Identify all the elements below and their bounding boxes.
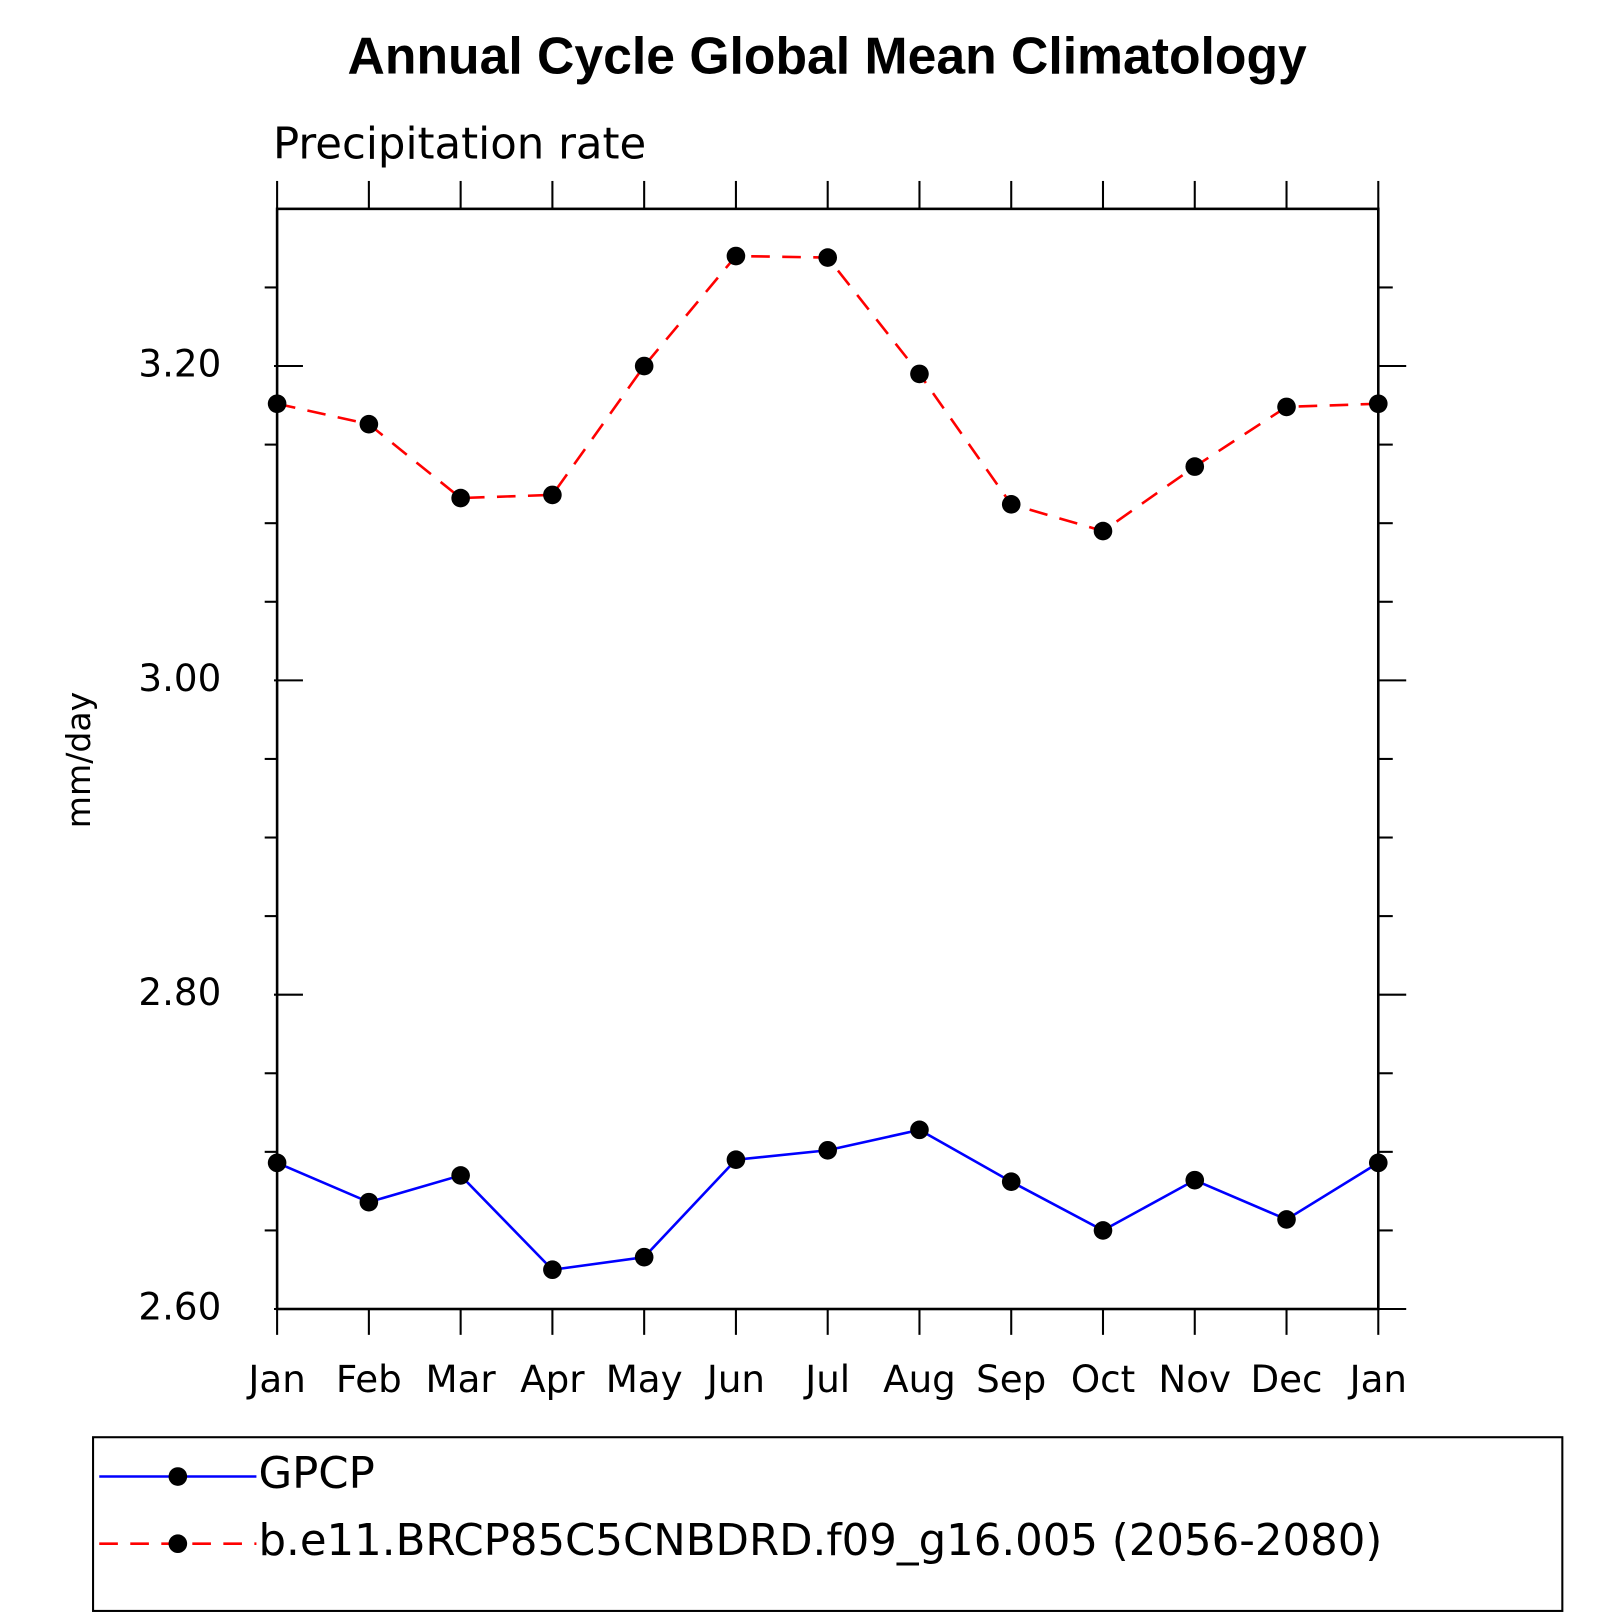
data-point bbox=[359, 414, 379, 434]
data-point bbox=[543, 485, 562, 505]
data-point bbox=[726, 246, 746, 266]
chart-title: Annual Cycle Global Mean Climatology bbox=[348, 27, 1308, 85]
data-point bbox=[359, 1192, 379, 1212]
data-point bbox=[1093, 1221, 1113, 1240]
legend-label: GPCP bbox=[258, 1449, 374, 1499]
legend-marker bbox=[168, 1534, 188, 1554]
data-point bbox=[543, 1260, 562, 1280]
x-tick-label: Nov bbox=[1158, 1357, 1231, 1401]
x-tick-label: Jan bbox=[1348, 1357, 1407, 1401]
x-tick-label: Jan bbox=[246, 1357, 305, 1401]
legend-box bbox=[92, 1436, 1564, 1612]
data-point bbox=[726, 1150, 746, 1170]
data-point bbox=[267, 1153, 287, 1173]
legend-marker bbox=[168, 1467, 188, 1486]
series-line bbox=[276, 254, 1379, 533]
data-point bbox=[1093, 521, 1113, 541]
x-tick-label: Apr bbox=[520, 1357, 585, 1401]
data-point bbox=[1001, 495, 1021, 514]
data-point bbox=[451, 1166, 470, 1185]
data-point bbox=[910, 364, 929, 384]
x-tick-label: Jun bbox=[705, 1357, 765, 1401]
data-point bbox=[1277, 1210, 1296, 1229]
data-point bbox=[267, 394, 287, 414]
data-point bbox=[1368, 1153, 1388, 1173]
y-tick-label: 3.20 bbox=[138, 342, 221, 386]
x-tick-label: Oct bbox=[1071, 1357, 1135, 1401]
data-point bbox=[910, 1120, 929, 1140]
x-tick-label: Feb bbox=[336, 1357, 402, 1401]
data-point bbox=[1368, 394, 1388, 414]
data-point bbox=[1185, 1170, 1205, 1190]
x-tick-label: Mar bbox=[426, 1357, 497, 1401]
data-point bbox=[1001, 1172, 1021, 1192]
y-axis-label: mm/day bbox=[59, 692, 98, 828]
legend-label: b.e11.BRCP85C5CNBDRD.f09_g16.005 (2056-2… bbox=[258, 1516, 1382, 1566]
x-tick-label: Aug bbox=[883, 1357, 956, 1401]
x-tick-label: Sep bbox=[976, 1357, 1046, 1401]
x-tick-label: Jul bbox=[803, 1357, 850, 1401]
y-tick-label: 3.00 bbox=[138, 656, 221, 700]
data-point bbox=[1277, 397, 1296, 417]
x-tick-label: May bbox=[606, 1357, 683, 1401]
x-tick-label: Dec bbox=[1251, 1357, 1323, 1401]
data-point bbox=[451, 488, 470, 508]
data-point bbox=[818, 1140, 838, 1160]
data-point bbox=[634, 1247, 654, 1267]
y-tick-label: 2.60 bbox=[138, 1285, 221, 1329]
data-point bbox=[1185, 457, 1205, 476]
data-point bbox=[634, 356, 654, 376]
chart-subtitle: Precipitation rate bbox=[273, 119, 646, 169]
y-tick-label: 2.80 bbox=[138, 970, 221, 1014]
data-point bbox=[818, 248, 838, 267]
